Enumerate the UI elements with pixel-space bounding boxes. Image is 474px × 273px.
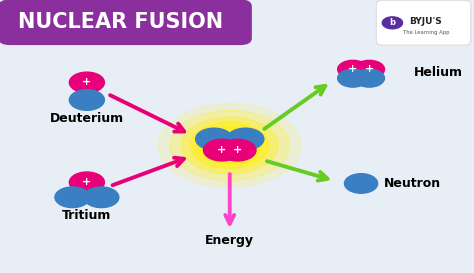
Circle shape bbox=[170, 110, 290, 181]
Text: Helium: Helium bbox=[414, 66, 463, 79]
Text: b: b bbox=[390, 18, 395, 27]
Text: +: + bbox=[365, 64, 374, 74]
Circle shape bbox=[182, 117, 278, 174]
Text: Deuterium: Deuterium bbox=[50, 112, 124, 125]
Circle shape bbox=[69, 172, 104, 193]
Circle shape bbox=[55, 187, 90, 207]
Text: +: + bbox=[217, 145, 227, 155]
Circle shape bbox=[345, 174, 378, 193]
Circle shape bbox=[337, 60, 368, 78]
Circle shape bbox=[219, 139, 256, 161]
Circle shape bbox=[196, 128, 233, 150]
Circle shape bbox=[69, 90, 104, 110]
Circle shape bbox=[84, 187, 119, 207]
Text: NUCLEAR FUSION: NUCLEAR FUSION bbox=[18, 12, 223, 32]
FancyBboxPatch shape bbox=[0, 0, 252, 45]
Circle shape bbox=[227, 128, 264, 150]
Circle shape bbox=[191, 122, 269, 168]
Text: Tritium: Tritium bbox=[62, 209, 111, 222]
Circle shape bbox=[203, 139, 240, 161]
Circle shape bbox=[382, 17, 402, 29]
Text: The Learning App: The Learning App bbox=[403, 29, 450, 35]
Circle shape bbox=[354, 60, 384, 78]
Text: Neutron: Neutron bbox=[384, 177, 441, 190]
Text: +: + bbox=[82, 78, 91, 87]
Text: +: + bbox=[233, 145, 242, 155]
Text: +: + bbox=[82, 177, 91, 187]
Text: Energy: Energy bbox=[205, 234, 254, 247]
Circle shape bbox=[199, 127, 261, 164]
Circle shape bbox=[69, 72, 104, 93]
Circle shape bbox=[337, 69, 368, 87]
Circle shape bbox=[158, 103, 301, 188]
FancyBboxPatch shape bbox=[376, 0, 471, 45]
Circle shape bbox=[354, 69, 384, 87]
Text: +: + bbox=[348, 64, 357, 74]
Text: BYJU'S: BYJU'S bbox=[410, 17, 442, 26]
